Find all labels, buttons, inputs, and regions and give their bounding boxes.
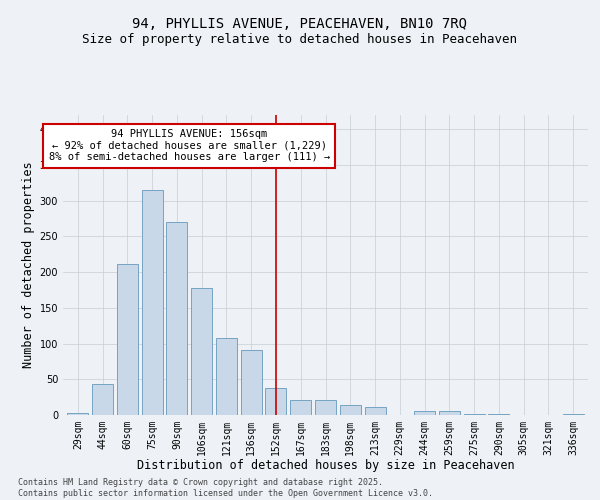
Bar — [439, 412, 460, 415]
Bar — [563, 414, 584, 415]
Y-axis label: Number of detached properties: Number of detached properties — [22, 162, 35, 368]
Text: Contains HM Land Registry data © Crown copyright and database right 2025.
Contai: Contains HM Land Registry data © Crown c… — [18, 478, 433, 498]
Bar — [365, 407, 386, 415]
Bar — [241, 350, 262, 415]
Text: Size of property relative to detached houses in Peacehaven: Size of property relative to detached ho… — [83, 32, 517, 46]
Bar — [92, 384, 113, 415]
Bar — [488, 414, 509, 415]
Text: 94 PHYLLIS AVENUE: 156sqm
← 92% of detached houses are smaller (1,229)
8% of sem: 94 PHYLLIS AVENUE: 156sqm ← 92% of detac… — [49, 130, 330, 162]
Bar — [191, 288, 212, 415]
Bar — [290, 400, 311, 415]
Bar — [464, 414, 485, 415]
X-axis label: Distribution of detached houses by size in Peacehaven: Distribution of detached houses by size … — [137, 460, 514, 472]
Bar — [340, 405, 361, 415]
Bar — [117, 264, 138, 415]
Bar — [67, 413, 88, 415]
Text: 94, PHYLLIS AVENUE, PEACEHAVEN, BN10 7RQ: 94, PHYLLIS AVENUE, PEACEHAVEN, BN10 7RQ — [133, 18, 467, 32]
Bar — [414, 412, 435, 415]
Bar — [166, 222, 187, 415]
Bar — [315, 400, 336, 415]
Bar — [142, 190, 163, 415]
Bar — [216, 338, 237, 415]
Bar — [265, 388, 286, 415]
